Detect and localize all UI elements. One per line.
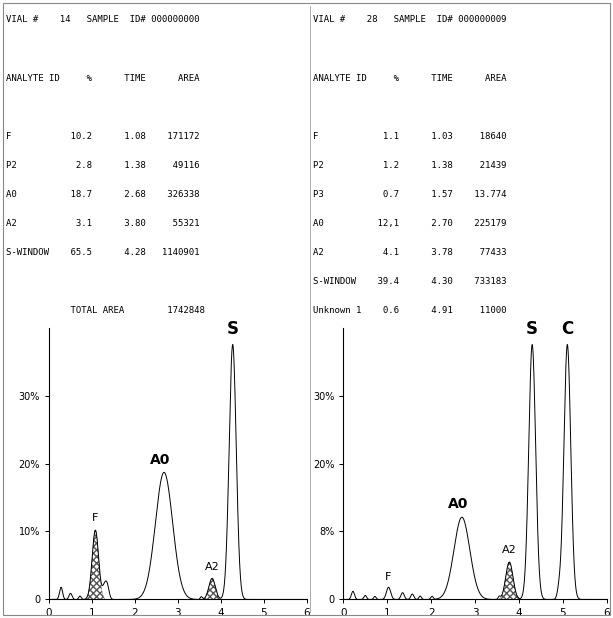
Text: F: F bbox=[386, 572, 392, 582]
Text: P2           1.2      1.38     21439: P2 1.2 1.38 21439 bbox=[313, 161, 506, 170]
Text: F: F bbox=[92, 514, 99, 523]
Text: A0: A0 bbox=[448, 497, 468, 511]
Text: P2           2.8      1.38     49116: P2 2.8 1.38 49116 bbox=[6, 161, 200, 170]
Text: ANALYTE ID     %      TIME      AREA: ANALYTE ID % TIME AREA bbox=[6, 74, 200, 83]
Text: ANALYTE ID     %      TIME      AREA: ANALYTE ID % TIME AREA bbox=[313, 74, 506, 83]
Text: P3           0.7      1.57    13.774: P3 0.7 1.57 13.774 bbox=[313, 190, 506, 199]
Text: VIAL #    14   SAMPLE  ID# 000000000: VIAL # 14 SAMPLE ID# 000000000 bbox=[6, 15, 200, 25]
Text: A2           3.1      3.80     55321: A2 3.1 3.80 55321 bbox=[6, 219, 200, 228]
Text: A0          12,1      2.70    225179: A0 12,1 2.70 225179 bbox=[313, 219, 506, 228]
Text: VIAL #    28   SAMPLE  ID# 000000009: VIAL # 28 SAMPLE ID# 000000009 bbox=[313, 15, 506, 25]
Text: S-WINDOW    65.5      4.28   1140901: S-WINDOW 65.5 4.28 1140901 bbox=[6, 248, 200, 257]
Text: TOTAL AREA        1742848: TOTAL AREA 1742848 bbox=[6, 306, 205, 315]
Text: A0: A0 bbox=[150, 453, 171, 467]
Text: C: C bbox=[562, 320, 573, 337]
Text: A2: A2 bbox=[205, 562, 219, 572]
Text: S-WINDOW    39.4      4.30    733183: S-WINDOW 39.4 4.30 733183 bbox=[313, 277, 506, 286]
Text: F            1.1      1.03     18640: F 1.1 1.03 18640 bbox=[313, 132, 506, 141]
Text: A2           4.1      3.78     77433: A2 4.1 3.78 77433 bbox=[313, 248, 506, 257]
Text: S: S bbox=[227, 320, 238, 337]
Text: A0          18.7      2.68    326338: A0 18.7 2.68 326338 bbox=[6, 190, 200, 199]
Text: S: S bbox=[526, 320, 538, 337]
Text: Unknown 1    0.6      4.91     11000: Unknown 1 0.6 4.91 11000 bbox=[313, 306, 506, 315]
Text: F           10.2      1.08    171172: F 10.2 1.08 171172 bbox=[6, 132, 200, 141]
Text: A2: A2 bbox=[502, 545, 517, 555]
